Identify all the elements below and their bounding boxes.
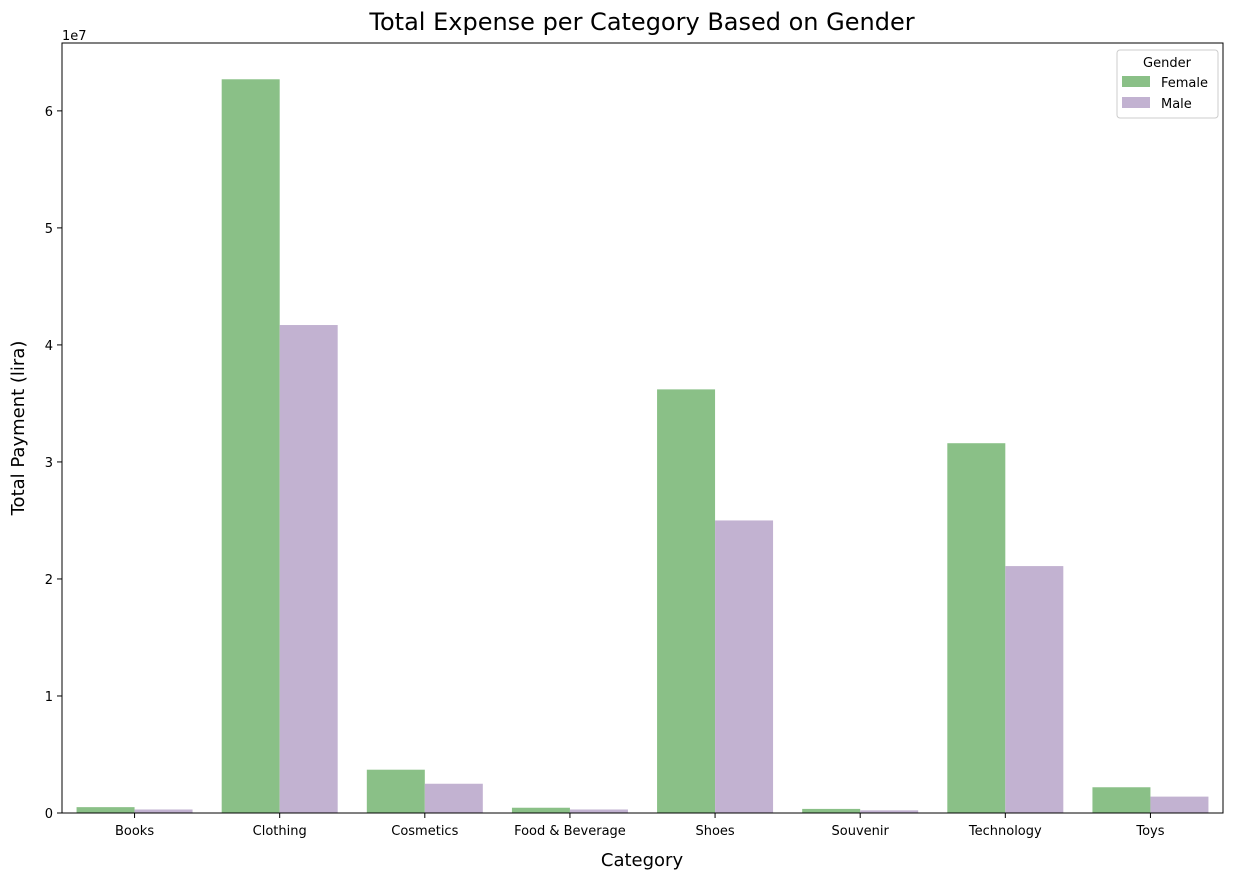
bar-female-cosmetics — [366, 769, 425, 813]
x-tick-label: Technology — [968, 824, 1042, 839]
x-tick-label: Toys — [1135, 824, 1164, 839]
y-tick-label: 0 — [45, 807, 53, 822]
x-tick-label: Cosmetics — [391, 824, 458, 839]
y-tick-label: 2 — [45, 573, 53, 588]
x-tick-label: Food & Beverage — [514, 824, 626, 839]
bar-male-books — [134, 809, 193, 813]
x-ticks-group: Books Clothing Cosmetics Food & Beverage Sho… — [115, 813, 1165, 839]
legend-swatch-male — [1122, 97, 1150, 108]
y-axis-label: Total Payment (lira) — [8, 341, 29, 517]
legend: Gender Female Male — [1116, 49, 1219, 119]
bar-female-food-beverage — [511, 807, 570, 813]
chart-title: Total Expense per Category Based on Gend… — [368, 8, 914, 36]
bar-male-technology — [1005, 566, 1064, 813]
y-tick-label: 5 — [45, 222, 53, 237]
y-tick-label: 1 — [45, 690, 53, 705]
bar-female-technology — [947, 443, 1006, 813]
plot-frame — [61, 42, 1224, 814]
x-tick-label: Clothing — [253, 824, 307, 839]
bar-male-shoes — [715, 520, 774, 813]
legend-label-female: Female — [1161, 76, 1208, 91]
bar-male-food-beverage — [569, 809, 628, 813]
legend-swatch-female — [1122, 76, 1150, 87]
y-ticks-group: 0 1 2 3 4 5 6 — [45, 105, 62, 822]
bar-male-cosmetics — [424, 783, 483, 813]
bar-female-shoes — [657, 389, 716, 813]
x-tick-label: Souvenir — [832, 824, 890, 839]
legend-title: Gender — [1143, 56, 1192, 71]
y-tick-label: 4 — [45, 339, 53, 354]
y-tick-label: 3 — [45, 456, 53, 471]
y-offset-label: 1e7 — [62, 29, 87, 44]
bar-male-toys — [1150, 796, 1209, 813]
bar-female-toys — [1092, 787, 1151, 813]
x-tick-label: Books — [115, 824, 154, 839]
legend-label-male: Male — [1161, 97, 1192, 112]
bar-male-souvenir — [860, 810, 919, 813]
x-tick-label: Shoes — [695, 824, 734, 839]
y-tick-label: 6 — [45, 105, 53, 120]
bars-group — [76, 79, 1209, 813]
bar-female-souvenir — [802, 808, 861, 813]
x-axis-label: Category — [601, 850, 684, 871]
bar-female-clothing — [221, 79, 280, 813]
bar-female-books — [76, 807, 135, 813]
bar-male-clothing — [279, 325, 338, 813]
